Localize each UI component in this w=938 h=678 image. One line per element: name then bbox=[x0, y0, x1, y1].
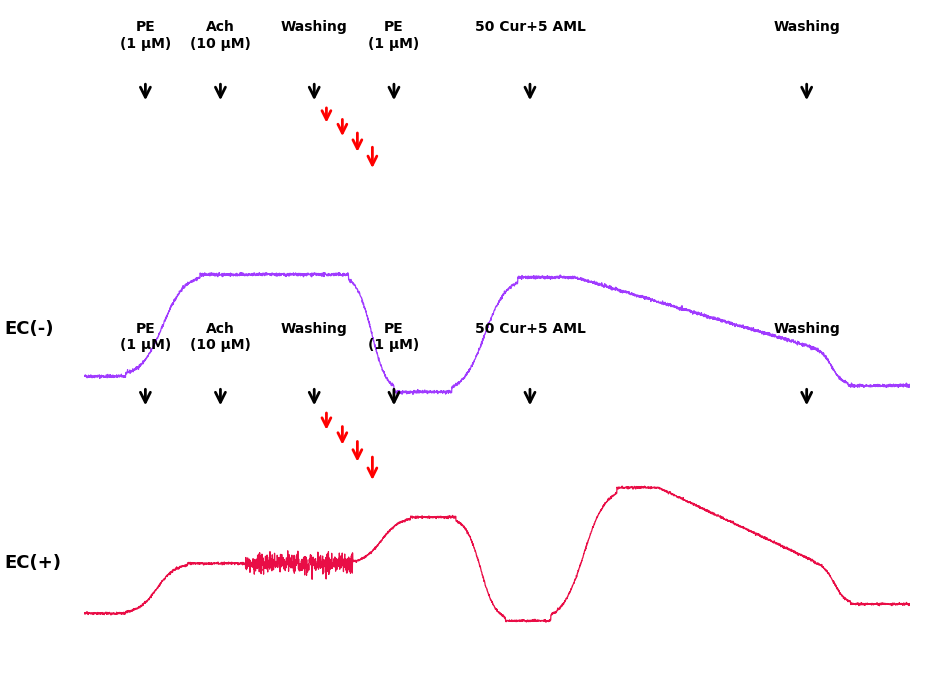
Text: EC(+): EC(+) bbox=[5, 554, 62, 572]
Text: PE
(1 μM): PE (1 μM) bbox=[120, 322, 171, 353]
Text: EC(-): EC(-) bbox=[5, 320, 54, 338]
Text: 50 Cur+5 AML: 50 Cur+5 AML bbox=[475, 20, 585, 35]
Text: Washing: Washing bbox=[773, 20, 840, 35]
Text: PE
(1 μM): PE (1 μM) bbox=[369, 20, 419, 51]
Text: 50 Cur+5 AML: 50 Cur+5 AML bbox=[475, 322, 585, 336]
Text: PE
(1 μM): PE (1 μM) bbox=[120, 20, 171, 51]
Text: PE
(1 μM): PE (1 μM) bbox=[369, 322, 419, 353]
Text: Washing: Washing bbox=[280, 20, 348, 35]
Text: Washing: Washing bbox=[773, 322, 840, 336]
Text: Washing: Washing bbox=[280, 322, 348, 336]
Text: Ach
(10 μM): Ach (10 μM) bbox=[190, 322, 250, 353]
Text: Ach
(10 μM): Ach (10 μM) bbox=[190, 20, 250, 51]
